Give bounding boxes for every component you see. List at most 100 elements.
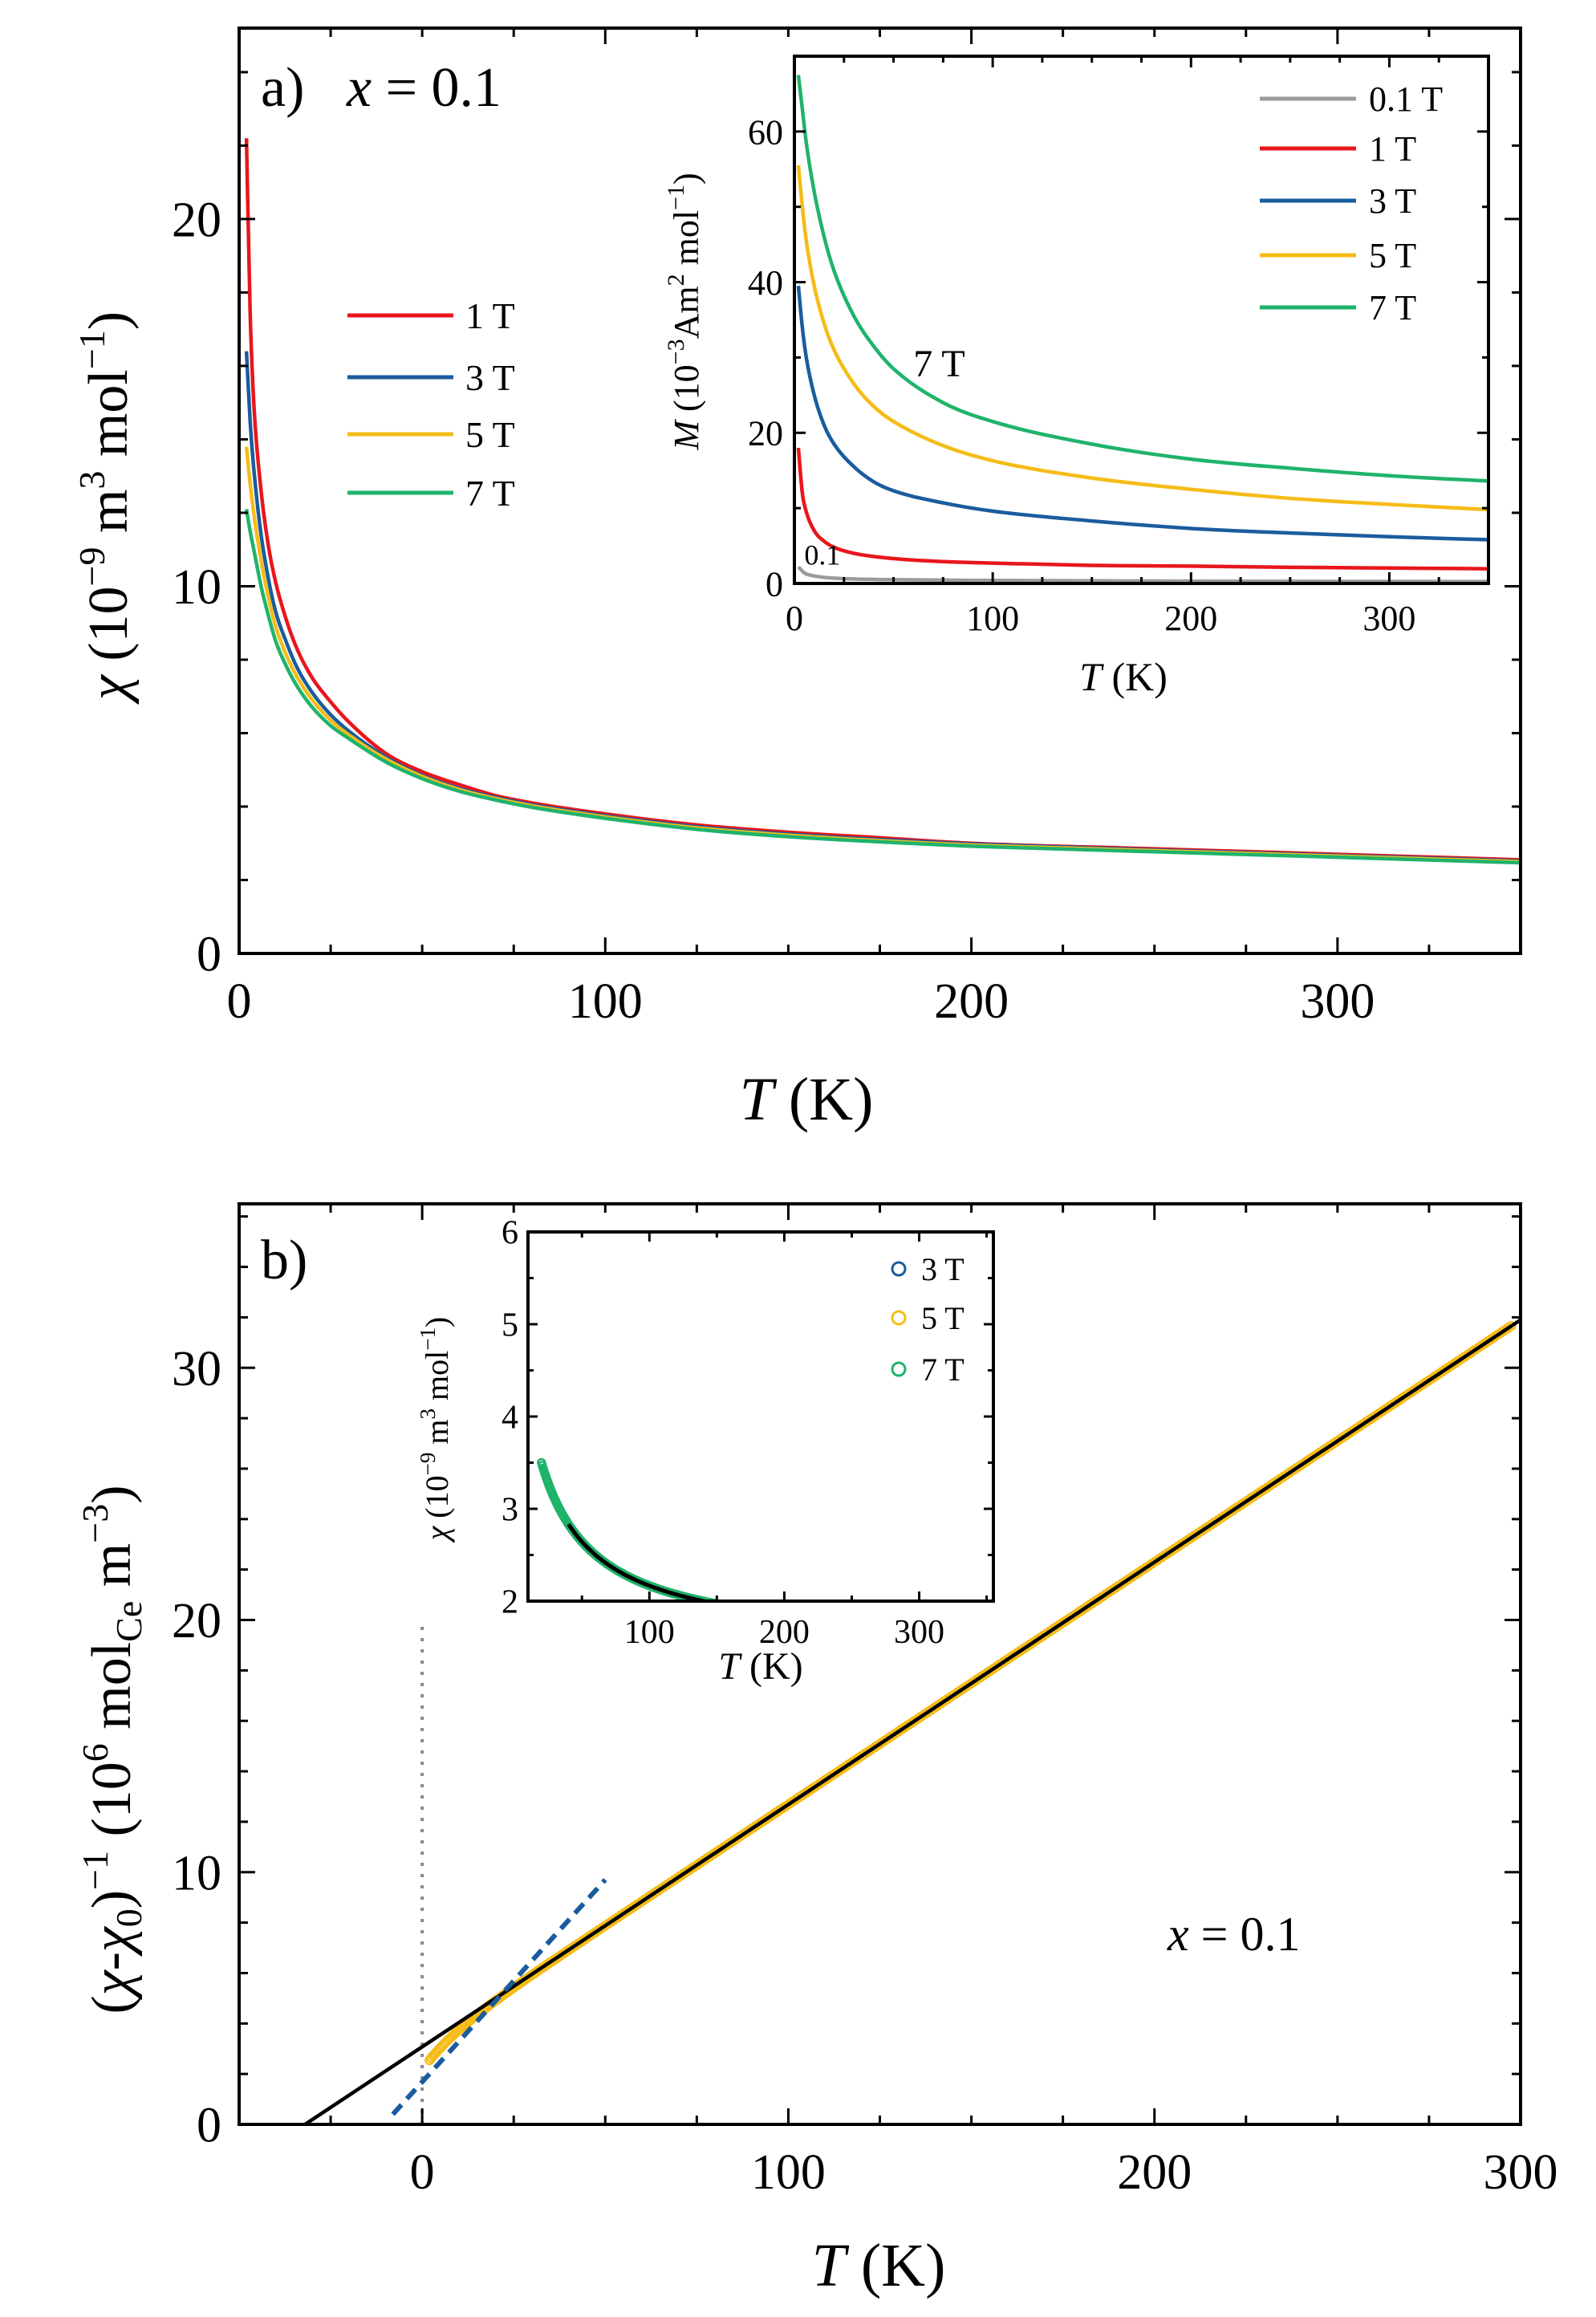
panel-a-y-tick-label: 10 — [172, 560, 221, 615]
inset-data-marker — [952, 1623, 959, 1630]
inset-data-marker — [867, 1618, 875, 1625]
inset-data-marker — [823, 1615, 830, 1622]
inset-legend-item-5T: 5 T — [1260, 236, 1416, 275]
inset-data-marker — [883, 1619, 891, 1626]
panel-a: 0 100 200 300 0 10 20 0 100 200 300 0 20 40 60 a) x =… — [71, 26, 1522, 1133]
panel-b-inset-y-axis-label: χ (10−9 m3 mol−1) — [416, 1317, 455, 1544]
panel-b-x-tick-label: 100 — [751, 2145, 826, 2200]
panel-a-inset-y-tick-label: 60 — [748, 112, 783, 152]
inset-data-marker — [848, 1616, 855, 1624]
inset-data-marker — [736, 1604, 743, 1612]
inset-data-marker — [855, 1617, 862, 1624]
inset-data-marker — [825, 1615, 832, 1622]
inset-data-marker — [851, 1616, 859, 1624]
inset-data-marker — [810, 1613, 818, 1620]
panel-b-inset-data — [537, 1457, 993, 1631]
panel-b-y-tick-label: 10 — [172, 1846, 221, 1900]
inset-data-marker — [741, 1605, 749, 1612]
inset-series-line-0.1T — [797, 565, 1488, 583]
inset-data-marker — [839, 1616, 846, 1623]
panel-b-label: b) — [261, 1230, 307, 1291]
inset-data-marker — [749, 1606, 757, 1613]
inset-data-marker — [820, 1614, 827, 1621]
inset-data-marker — [837, 1616, 844, 1623]
inset-legend-item-0.1T: 0.1 T — [1260, 79, 1443, 119]
inset-data-marker — [947, 1622, 954, 1629]
inset-data-marker — [958, 1623, 965, 1630]
inset-data-marker — [985, 1624, 993, 1631]
inset-legend-label-3T: 3 T — [921, 1251, 965, 1287]
panel-b-inset-legend: 3 T 5 T 7 T — [891, 1251, 965, 1388]
panel-a-inset-x-axis-label: T (K) — [1079, 654, 1168, 699]
panel-a-inset-legend: 0.1 T 1 T 3 T 5 T 7 T — [1260, 79, 1443, 327]
inset-data-marker — [875, 1618, 883, 1625]
panel-a-inset-curves — [796, 75, 1488, 583]
inset-data-marker — [746, 1606, 753, 1613]
legend-label-5T: 5 T — [465, 414, 515, 455]
inset-data-marker — [748, 1606, 755, 1613]
inset-data-marker — [834, 1616, 841, 1623]
inset-legend-label-3T: 3 T — [1369, 181, 1416, 221]
inset-data-marker — [966, 1623, 973, 1630]
inset-data-marker — [842, 1616, 849, 1623]
inset-data-marker — [974, 1624, 981, 1631]
inset-series-line-3T — [796, 286, 1488, 542]
legend-label-7T: 7 T — [465, 473, 515, 514]
panel-a-y-axis-label: χ (10−9 m3 mol−1) — [71, 311, 140, 705]
legend-item-3T: 3 T — [347, 357, 515, 398]
panel-b-inset-y-tick-label: 4 — [502, 1400, 518, 1437]
inset-data-marker — [963, 1623, 970, 1630]
panel-a-inset-y-tick-label: 0 — [766, 564, 783, 604]
inset-data-marker — [723, 1600, 728, 1601]
inset-data-marker — [945, 1622, 952, 1629]
inset-data-marker — [840, 1616, 847, 1623]
inset-data-marker — [809, 1613, 816, 1620]
inset-data-marker — [726, 1603, 733, 1610]
inset-data-marker — [956, 1623, 964, 1630]
panel-a-legend: 1 T 3 T 5 T 7 T — [347, 295, 515, 514]
inset-data-marker — [740, 1604, 747, 1612]
inset-data-marker — [872, 1618, 879, 1625]
inset-data-marker — [973, 1624, 980, 1631]
panel-a-y-tick-label: 20 — [172, 193, 221, 248]
panel-b-inset-y-tick-label: 6 — [502, 1215, 518, 1252]
inset-data-marker — [961, 1623, 969, 1630]
inset-legend-label-0.1T: 0.1 T — [1369, 79, 1443, 119]
panel-a-y-tick-label: 0 — [197, 928, 221, 982]
inset-data-marker — [731, 1604, 738, 1611]
panel-a-inset-plot-area: 0 100 200 300 0 20 40 60 — [748, 55, 1490, 638]
inset-data-marker — [866, 1618, 873, 1625]
inset-data-marker — [725, 1603, 732, 1610]
legend-label-3T: 3 T — [465, 357, 515, 398]
inset-annotation-0.1: 0.1 — [804, 539, 840, 571]
panel-a-inset-y-axis-label: M (10−3Am2 mol−1) — [663, 173, 706, 450]
panel-b-x-annotation: x = 0.1 — [1167, 1908, 1300, 1961]
inset-data-marker — [818, 1614, 826, 1621]
inset-fit-line — [567, 1522, 714, 1601]
inset-data-marker — [969, 1623, 977, 1630]
inset-data-marker — [847, 1616, 854, 1624]
inset-data-marker — [845, 1616, 852, 1624]
inset-data-marker — [877, 1618, 884, 1625]
panel-b-x-axis-label: T (K) — [812, 2232, 946, 2299]
panel-a-x-annotation: x = 0.1 — [346, 57, 502, 119]
inset-legend-item-3T: 3 T — [891, 1251, 965, 1287]
legend-item-7T: 7 T — [347, 473, 515, 514]
panel-b-inset-x-tick-label: 100 — [624, 1614, 675, 1651]
inset-data-marker — [738, 1604, 745, 1612]
inset-data-marker — [885, 1619, 892, 1626]
inset-legend-item-3T: 3 T — [1260, 181, 1416, 221]
inset-data-marker — [953, 1623, 960, 1630]
inset-data-marker — [745, 1605, 752, 1612]
panel-b-x-tick-label: 300 — [1484, 2145, 1558, 2200]
inset-data-marker — [859, 1617, 867, 1624]
inset-data-marker — [869, 1618, 876, 1625]
inset-legend-label-7T: 7 T — [921, 1352, 965, 1388]
inset-data-marker — [863, 1617, 870, 1624]
inset-data-marker — [977, 1624, 985, 1631]
inset-data-marker — [828, 1615, 835, 1622]
panel-b-plot-area: 0 100 200 300 0 10 20 30 — [172, 1202, 1558, 2200]
inset-data-marker — [948, 1622, 956, 1629]
